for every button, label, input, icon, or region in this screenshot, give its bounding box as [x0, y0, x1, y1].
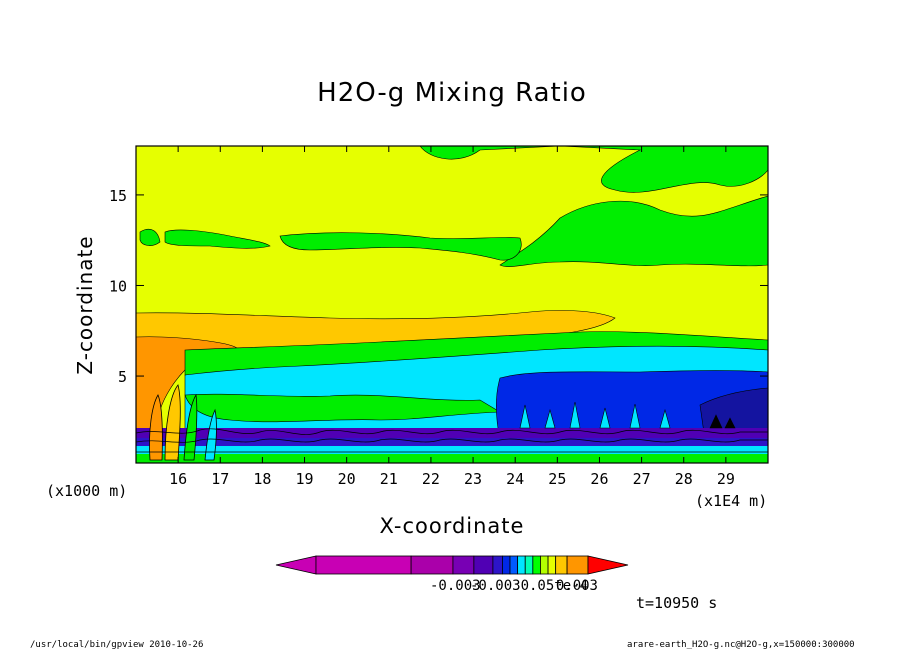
x-axis-ticks: 16 17 18 19 20 21 22 23 24 25 26 27 28 29 [169, 146, 735, 488]
plot-frame [135, 145, 769, 464]
colorbar-segment [492, 555, 503, 575]
footer-left: /usr/local/bin/gpview 2010-10-26 [30, 640, 204, 650]
x-tick-label: 26 [590, 470, 608, 488]
colorbar-label: -0.003 [430, 578, 481, 594]
region-green-band [164, 229, 271, 249]
colorbar-segment [566, 555, 589, 575]
region-green-band-2 [279, 232, 522, 261]
colorbar-segment [473, 555, 494, 575]
x-tick-label: 22 [422, 470, 440, 488]
contour-field [136, 146, 768, 463]
x-axis-label: X-coordinate [379, 514, 525, 538]
x-tick-label: 19 [296, 470, 314, 488]
convective-plumes [149, 384, 217, 461]
contour-lines-lower [136, 428, 768, 453]
region-green-mid [184, 331, 768, 376]
x-tick-label: 23 [464, 470, 482, 488]
region-blue [495, 370, 768, 441]
x-unit-right: (x1E4 m) [695, 492, 768, 510]
region-green-upper-2 [499, 195, 768, 267]
region-layer-1 [136, 428, 768, 438]
x-tick-label: 20 [338, 470, 356, 488]
colorbar-segment [502, 555, 511, 575]
colorbar-segment [452, 555, 475, 575]
colorbar-label: -0.0030.05te-4 [470, 578, 588, 594]
x-tick-label: 29 [717, 470, 735, 488]
colorbar-segment [509, 555, 519, 575]
colorbar-min-arrow [275, 555, 317, 575]
y-tick-label: 15 [109, 187, 127, 205]
time-label: t=10950 s [636, 594, 718, 612]
region-green-low [184, 393, 502, 423]
colorbar-segment [517, 555, 526, 575]
region-layer-3 [136, 446, 768, 454]
y-axis-label: Z-coordinate [73, 235, 97, 375]
region-green-upper [419, 146, 768, 193]
colorbar-label: 0.003 [556, 578, 598, 594]
region-layer-2 [136, 438, 768, 446]
colorbar-segment [315, 555, 412, 575]
colorbar-segment [532, 555, 541, 575]
x-tick-label: 18 [253, 470, 271, 488]
y-tick-label: 5 [118, 368, 127, 386]
y-tick-label: 10 [109, 277, 127, 295]
colorbar-segment [524, 555, 534, 575]
colorbar-segment [555, 555, 568, 575]
x-tick-label: 25 [548, 470, 566, 488]
colorbar-max-arrow [587, 555, 629, 575]
colorbar-segment [410, 555, 454, 575]
x-tick-label: 27 [633, 470, 651, 488]
spikes [519, 401, 736, 429]
colorbar-segment [547, 555, 557, 575]
x-tick-label: 17 [211, 470, 229, 488]
footer-right: arare-earth_H2O-g.nc@H2O-g,x=150000:3000… [627, 640, 855, 650]
x-unit-left: (x1000 m) [46, 482, 128, 500]
y-axis-ticks: 5 10 15 [109, 187, 768, 386]
x-tick-label: 21 [380, 470, 398, 488]
x-tick-label: 16 [169, 470, 187, 488]
region-green-band-3 [139, 229, 161, 246]
colorbar: -0.003-0.0030.05te-40.003 [275, 555, 629, 594]
chart-title: H2O-g Mixing Ratio [317, 78, 587, 108]
region-layer-4 [136, 454, 768, 463]
x-tick-label: 24 [506, 470, 524, 488]
x-tick-label: 28 [675, 470, 693, 488]
colorbar-segment [540, 555, 549, 575]
